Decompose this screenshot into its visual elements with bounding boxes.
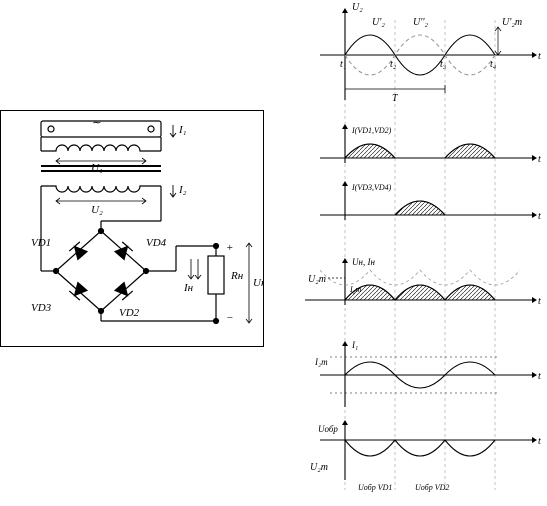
minus: −	[226, 312, 233, 324]
Rn-label: Rн	[230, 270, 244, 282]
uobr: Uобр	[318, 424, 338, 434]
u2pp: U''₂	[413, 17, 428, 28]
U2-label: U₂	[91, 204, 103, 216]
In-label: Iн	[183, 282, 194, 294]
u2-ylabel: U₂	[352, 2, 363, 13]
uobr1: Uобр VD1	[358, 483, 392, 492]
u2p: U'₂	[372, 17, 385, 28]
i12: I(VD1,VD2)	[351, 126, 392, 135]
I2-label: I₂	[178, 184, 187, 196]
t2: t₂	[390, 59, 397, 70]
VD2-label: VD2	[119, 307, 140, 319]
U1-label: U₁	[91, 162, 103, 174]
Un-label: Uн	[253, 277, 263, 289]
t3: t₃	[440, 59, 447, 70]
VD1-label: VD1	[31, 237, 51, 249]
t-ax2: t	[538, 154, 541, 165]
bridge-rectifier-circuit: ∼ I₁ U₁ I₂ U₂ VD1	[0, 110, 264, 347]
waveform-panel: U₂ U'₂ U''₂ U'₂m t₁ t₂ t₃ t₄ t T I(VD1,V…	[280, 0, 547, 506]
t4: t₄	[490, 59, 497, 70]
t-ax4: t	[538, 296, 541, 307]
VD4-label: VD4	[146, 237, 167, 249]
circuit-svg: ∼ I₁ U₁ I₂ U₂ VD1	[1, 111, 263, 346]
uobr2: Uобр VD2	[415, 483, 449, 492]
I2m-a: I₂m	[349, 285, 361, 294]
i34: I(VD3,VD4)	[351, 183, 392, 192]
ac-label: ∼	[91, 117, 101, 129]
i1: I₁	[351, 340, 358, 350]
page: ∼ I₁ U₁ I₂ U₂ VD1	[0, 0, 547, 506]
I2m-b: I₂m	[314, 357, 328, 367]
U2m-c: U₂m	[310, 462, 328, 473]
VD3-label: VD3	[31, 302, 52, 314]
I1-label: I₁	[178, 124, 187, 136]
U2m-a: U₂m	[308, 274, 326, 285]
unin: Uн, Iн	[352, 257, 375, 267]
waves-svg: U₂ U'₂ U''₂ U'₂m t₁ t₂ t₃ t₄ t T I(VD1,V…	[280, 0, 547, 506]
t1: t₁	[340, 59, 346, 70]
u2m: U'₂m	[502, 17, 522, 28]
plus: +	[226, 242, 233, 254]
t-ax1: t	[538, 51, 541, 62]
T: T	[392, 93, 399, 104]
t-ax5: t	[538, 371, 541, 382]
t-ax6: t	[538, 436, 541, 447]
t-ax3: t	[538, 211, 541, 222]
